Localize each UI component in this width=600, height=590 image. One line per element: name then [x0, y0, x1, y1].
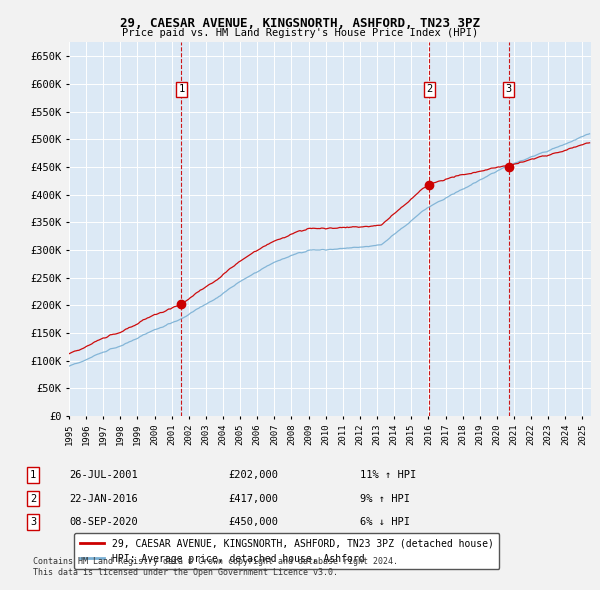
Text: 9% ↑ HPI: 9% ↑ HPI	[360, 494, 410, 503]
Text: 26-JUL-2001: 26-JUL-2001	[69, 470, 138, 480]
Text: Contains HM Land Registry data © Crown copyright and database right 2024.: Contains HM Land Registry data © Crown c…	[33, 557, 398, 566]
Text: 2: 2	[427, 84, 433, 94]
Text: 3: 3	[30, 517, 36, 527]
Text: 29, CAESAR AVENUE, KINGSNORTH, ASHFORD, TN23 3PZ: 29, CAESAR AVENUE, KINGSNORTH, ASHFORD, …	[120, 17, 480, 30]
Text: 2: 2	[30, 494, 36, 503]
Text: 1: 1	[30, 470, 36, 480]
Text: This data is licensed under the Open Government Licence v3.0.: This data is licensed under the Open Gov…	[33, 568, 338, 577]
Text: 08-SEP-2020: 08-SEP-2020	[69, 517, 138, 527]
Text: 6% ↓ HPI: 6% ↓ HPI	[360, 517, 410, 527]
Legend: 29, CAESAR AVENUE, KINGSNORTH, ASHFORD, TN23 3PZ (detached house), HPI: Average : 29, CAESAR AVENUE, KINGSNORTH, ASHFORD, …	[74, 533, 499, 569]
Text: 11% ↑ HPI: 11% ↑ HPI	[360, 470, 416, 480]
Text: 3: 3	[506, 84, 512, 94]
Text: 22-JAN-2016: 22-JAN-2016	[69, 494, 138, 503]
Text: £417,000: £417,000	[228, 494, 278, 503]
Text: 1: 1	[178, 84, 185, 94]
Text: Price paid vs. HM Land Registry's House Price Index (HPI): Price paid vs. HM Land Registry's House …	[122, 28, 478, 38]
Text: £450,000: £450,000	[228, 517, 278, 527]
Text: £202,000: £202,000	[228, 470, 278, 480]
